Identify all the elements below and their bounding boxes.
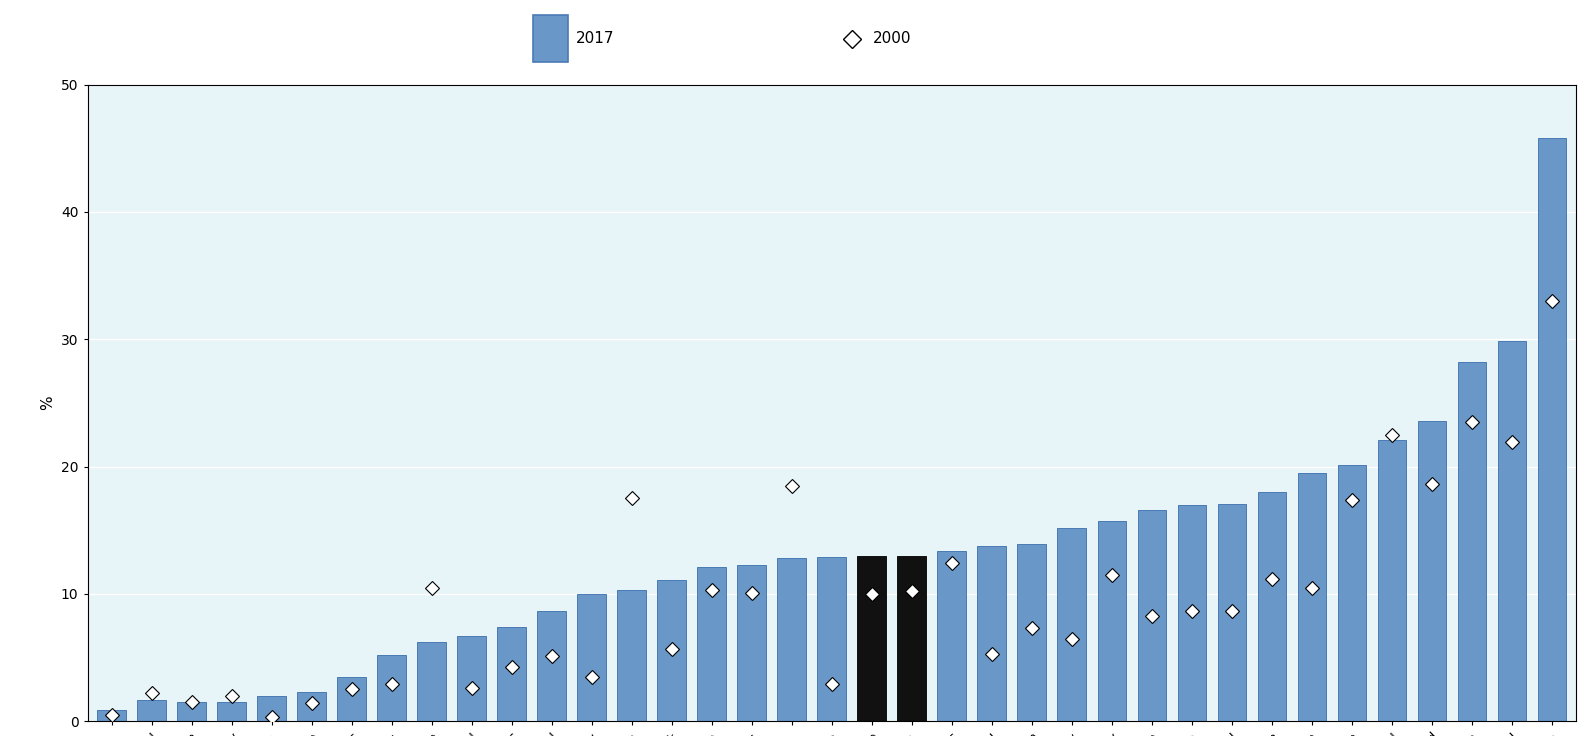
Bar xyxy=(1417,421,1447,721)
Bar xyxy=(177,702,205,721)
Bar xyxy=(137,700,166,721)
Bar xyxy=(97,710,126,721)
Bar xyxy=(977,545,1006,721)
Bar xyxy=(1337,465,1366,721)
Bar xyxy=(697,567,726,721)
Bar xyxy=(898,556,927,721)
Bar xyxy=(338,676,366,721)
Bar xyxy=(417,643,446,721)
Bar xyxy=(1538,138,1567,721)
Bar xyxy=(1498,341,1527,721)
Bar xyxy=(817,557,847,721)
Bar xyxy=(858,556,887,721)
Bar xyxy=(1458,362,1487,721)
Bar xyxy=(737,565,766,721)
Bar xyxy=(497,627,525,721)
Bar xyxy=(217,702,247,721)
FancyBboxPatch shape xyxy=(533,15,568,62)
Bar xyxy=(1017,545,1046,721)
Bar xyxy=(938,551,966,721)
Text: 2017: 2017 xyxy=(576,31,615,46)
Text: 2000: 2000 xyxy=(872,31,911,46)
Bar xyxy=(1258,492,1286,721)
Bar xyxy=(1057,528,1086,721)
Bar xyxy=(1097,521,1126,721)
Bar xyxy=(1297,473,1326,721)
Bar xyxy=(298,692,326,721)
Bar xyxy=(578,594,607,721)
Bar xyxy=(618,590,646,721)
Bar xyxy=(457,636,486,721)
Bar xyxy=(1377,440,1406,721)
Bar xyxy=(258,696,287,721)
Bar xyxy=(1138,510,1167,721)
Bar xyxy=(1218,503,1247,721)
Bar xyxy=(377,655,406,721)
Bar xyxy=(777,559,806,721)
Y-axis label: %: % xyxy=(40,396,56,410)
Bar xyxy=(1178,505,1207,721)
Bar xyxy=(538,610,567,721)
Bar xyxy=(657,580,686,721)
